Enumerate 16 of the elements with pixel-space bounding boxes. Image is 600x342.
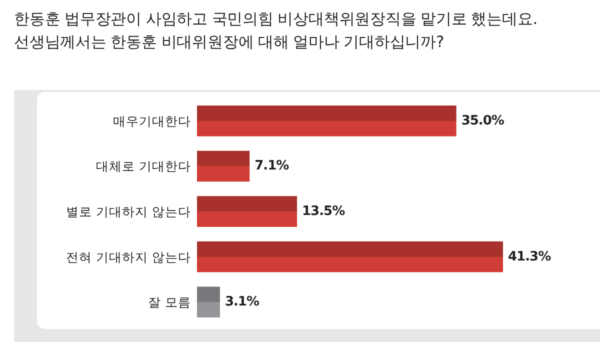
y-tick-label: 매우기대한다 [113, 113, 191, 128]
bar [197, 196, 298, 227]
data-label: 7.1% [254, 158, 290, 174]
bar [197, 150, 250, 182]
bar [197, 241, 503, 272]
data-label: 3.1% [224, 294, 260, 310]
data-label: 41.3% [508, 249, 552, 264]
data-label: 13.5% [302, 204, 346, 219]
chart-title: 한동훈 법무장관이 사임하고 국민의힘 비상대책위원장직을 맡기로 했는데요. 선생님께서는 한동훈 비대위원장에 대해 얼마나 기대하십니까? [14, 10, 538, 51]
y-tick-label: 잘 모름 [148, 294, 191, 310]
data-label: 35.0% [461, 113, 504, 128]
y-tick-label: 전혀 기대하지 않는다 [66, 249, 191, 264]
bar [197, 106, 456, 136]
y-tick-label: 대체로 기대한다 [96, 158, 191, 174]
bar [197, 286, 220, 318]
y-tick-label: 별로 기대하지 않는다 [66, 204, 191, 219]
